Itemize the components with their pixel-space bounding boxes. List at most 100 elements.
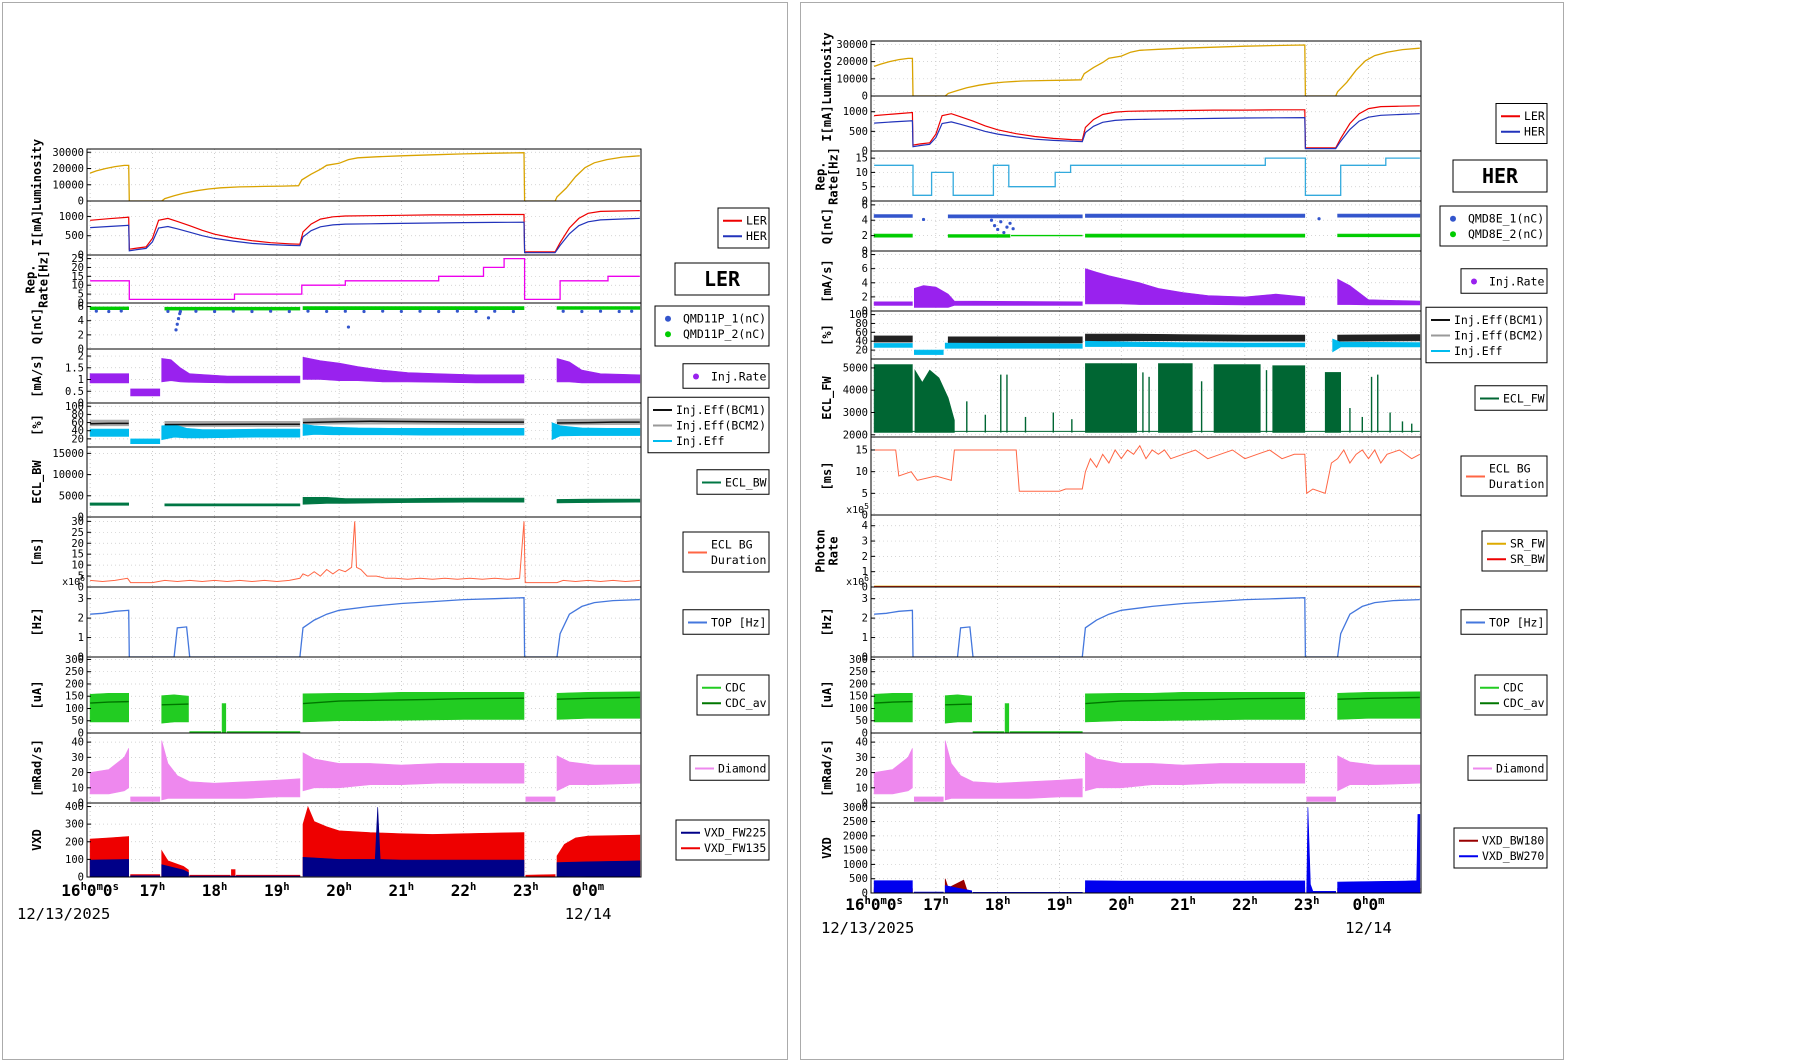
- ylabel-current: I[mA]: [820, 105, 834, 141]
- subplot-right-charge: 0 2 4 6: [862, 199, 1422, 258]
- svg-text:SR_BW: SR_BW: [1510, 552, 1545, 566]
- svg-text:21h: 21h: [1170, 895, 1196, 914]
- svg-text:CDC: CDC: [725, 681, 746, 695]
- svg-text:Diamond: Diamond: [718, 761, 766, 775]
- ylabel-rep-rate: Rep.: [24, 265, 38, 294]
- ylabel-rep-rate: Rep.: [814, 162, 828, 191]
- svg-text:5: 5: [78, 571, 84, 583]
- ylabel-rep-rate: Rate[Hz]: [37, 250, 51, 308]
- svg-text:1: 1: [78, 632, 84, 644]
- svg-text:2: 2: [78, 329, 84, 341]
- legend-right-inj-eff: Inj.Eff(BCM1)Inj.Eff(BCM2) Inj.Eff: [1425, 306, 1548, 364]
- svg-text:4000: 4000: [843, 385, 868, 397]
- svg-text:VXD_BW270: VXD_BW270: [1482, 849, 1544, 863]
- ylabel-top-rate: [Hz]: [820, 608, 834, 637]
- svg-text:2: 2: [862, 551, 868, 563]
- svg-text:200: 200: [65, 678, 84, 690]
- svg-text:80: 80: [855, 318, 868, 330]
- ylabel-luminosity: Luminosity: [30, 139, 44, 211]
- svg-text:ECL BG: ECL BG: [711, 538, 753, 552]
- svg-text:5000: 5000: [59, 490, 84, 502]
- svg-text:CDC: CDC: [1503, 681, 1524, 695]
- svg-text:1.5: 1.5: [65, 362, 84, 374]
- legend-right-ecl-fw: ECL_FW: [1474, 385, 1548, 411]
- svg-text:QMD11P_1(nC): QMD11P_1(nC): [683, 312, 766, 326]
- svg-text:17h: 17h: [140, 881, 166, 900]
- svg-text:3: 3: [862, 536, 868, 548]
- svg-text:60: 60: [71, 417, 84, 429]
- ylabel-cdc-current: [uA]: [820, 681, 834, 710]
- svg-text:HER: HER: [1482, 164, 1519, 188]
- svg-text:20h: 20h: [326, 881, 352, 900]
- svg-text:TOP [Hz]: TOP [Hz]: [1489, 615, 1544, 629]
- svg-text:5: 5: [862, 488, 868, 500]
- ylabel-charge: Q[nC]: [820, 208, 834, 244]
- ylabel-diamond: [mRad/s]: [30, 739, 44, 797]
- svg-text:150: 150: [65, 691, 84, 703]
- subplot-right-vxd: 0 500 1000 1500 2000 2500 3000: [843, 802, 1422, 900]
- svg-text:15: 15: [855, 445, 868, 457]
- svg-text:0: 0: [862, 798, 868, 810]
- legend-right-rep-rate: HER: [1452, 159, 1548, 193]
- svg-text:0: 0: [862, 91, 868, 103]
- ylabel-vxd: VXD: [820, 837, 834, 859]
- svg-text:Duration: Duration: [711, 553, 766, 567]
- svg-text:20000: 20000: [836, 56, 868, 68]
- svg-text:20: 20: [71, 433, 84, 445]
- svg-text:300: 300: [849, 654, 868, 666]
- svg-text:20: 20: [855, 767, 868, 779]
- svg-text:0: 0: [78, 582, 84, 594]
- svg-text:0: 0: [862, 196, 868, 208]
- svg-text:20: 20: [855, 345, 868, 357]
- svg-text:16h0m0s: 16h0m0s: [61, 881, 119, 900]
- svg-text:20000: 20000: [52, 163, 84, 175]
- svg-text:15: 15: [71, 549, 84, 561]
- svg-text:2000: 2000: [843, 429, 868, 441]
- svg-text:300: 300: [65, 654, 84, 666]
- svg-text:3: 3: [78, 593, 84, 605]
- svg-text:1500: 1500: [843, 845, 868, 857]
- ylabel-rep-rate: Rate[Hz]: [827, 147, 841, 205]
- svg-text:18h: 18h: [985, 895, 1011, 914]
- svg-text:10: 10: [71, 782, 84, 794]
- svg-text:SR_FW: SR_FW: [1510, 537, 1545, 551]
- svg-text:60: 60: [855, 327, 868, 339]
- svg-text:22h: 22h: [451, 881, 477, 900]
- legend-right-inj-rate: Inj.Rate: [1460, 268, 1548, 294]
- ylabel-vxd: VXD: [30, 829, 44, 851]
- svg-text:19h: 19h: [1047, 895, 1073, 914]
- ylabel-cdc-current: [uA]: [30, 681, 44, 710]
- svg-text:2: 2: [862, 291, 868, 303]
- svg-text:21h: 21h: [389, 881, 415, 900]
- ylabel-inj-rate: [mA/s]: [30, 354, 44, 397]
- ylabel-ecl-bw: ECL_BW: [30, 460, 45, 504]
- panel-left-strip-charts: 0100002000030000Luminosity05001000I[mA]0…: [17, 139, 770, 923]
- svg-text:25: 25: [71, 527, 84, 539]
- svg-text:6: 6: [862, 263, 868, 275]
- svg-text:3000: 3000: [843, 407, 868, 419]
- svg-text:0: 0: [78, 652, 84, 664]
- svg-text:10: 10: [855, 466, 868, 478]
- svg-text:Inj.Eff: Inj.Eff: [676, 434, 724, 448]
- svg-text:CDC_av: CDC_av: [1503, 696, 1545, 710]
- svg-text:15000: 15000: [52, 448, 84, 460]
- svg-text:50: 50: [855, 715, 868, 727]
- svg-text:QMD8E_1(nC): QMD8E_1(nC): [1468, 212, 1544, 226]
- svg-text:40: 40: [855, 737, 868, 749]
- svg-text:4: 4: [862, 215, 868, 227]
- ylabel-ecl-bg-duration: [ms]: [820, 462, 834, 491]
- svg-text:1000: 1000: [843, 106, 868, 118]
- svg-text:16h0m0s: 16h0m0s: [845, 895, 903, 914]
- svg-text:200: 200: [65, 836, 84, 848]
- svg-text:300: 300: [65, 819, 84, 831]
- svg-text:QMD8E_2(nC): QMD8E_2(nC): [1468, 227, 1544, 241]
- svg-text:40: 40: [71, 425, 84, 437]
- svg-text:0: 0: [862, 728, 868, 740]
- svg-text:100: 100: [65, 401, 84, 413]
- legend-left-diamond: Diamond: [689, 755, 770, 781]
- subplot-left-current: 0 500 1000: [59, 200, 642, 262]
